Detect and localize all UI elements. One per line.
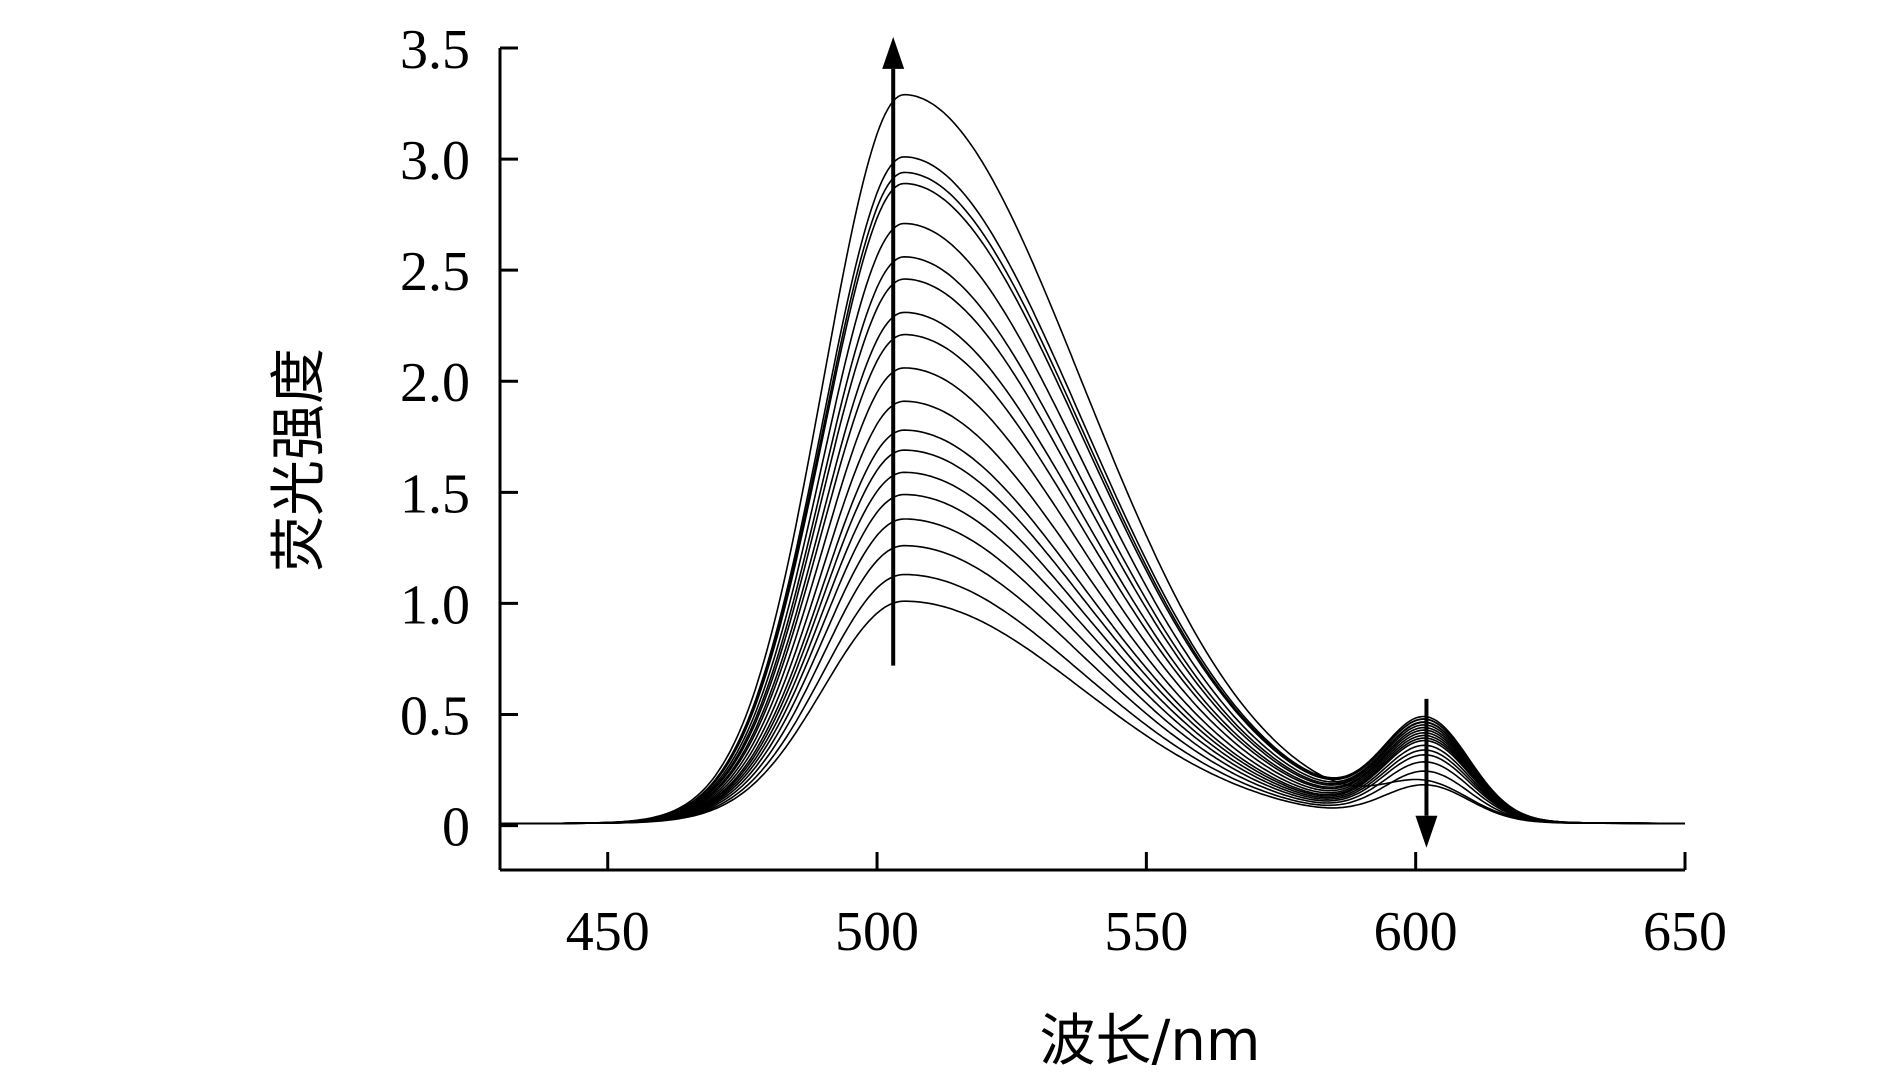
up-arrow-icon: [882, 36, 905, 69]
trend-arrows: [882, 36, 1438, 848]
y-tick-label: 3.0: [400, 130, 470, 192]
x-tick-label: 600: [1374, 901, 1458, 963]
x-tick-label: 550: [1104, 901, 1188, 963]
spectrum-series-line: [500, 544, 1685, 825]
y-tick-label: 1.5: [400, 463, 470, 525]
spectrum-series-line: [500, 222, 1685, 825]
y-ticks: 0 0.5 1.0 1.5 2.0 2.5 3.0 3.5: [400, 19, 518, 859]
spectrum-series-line: [500, 429, 1685, 825]
y-tick-label: 2.5: [400, 241, 470, 303]
y-tick-label: 3.5: [400, 19, 470, 81]
x-tick-label: 500: [835, 901, 919, 963]
spectrum-series-line: [500, 255, 1685, 825]
spectrum-series-line: [500, 171, 1685, 825]
x-axis-title: 波长/nm: [1040, 1009, 1261, 1074]
axes: [498, 48, 1685, 872]
x-tick-label: 450: [566, 901, 650, 963]
x-ticks: 450 500 550 600 650: [566, 852, 1727, 963]
spectrum-series-line: [500, 182, 1685, 825]
spectrum-series-line: [500, 278, 1685, 825]
spectrum-series-line: [500, 367, 1685, 825]
spectrum-series-line: [500, 471, 1685, 825]
spectrum-series-line: [500, 156, 1685, 825]
spectrum-series-line: [500, 600, 1685, 825]
spectrum-curves: [500, 93, 1685, 825]
y-tick-label: 0.5: [400, 685, 470, 747]
y-tick-label: 2.0: [400, 352, 470, 414]
down-arrow-icon: [1415, 815, 1438, 848]
y-axis-title: 荧光强度: [267, 348, 332, 572]
y-tick-label: 0: [442, 797, 470, 859]
spectrum-series-line: [500, 93, 1685, 825]
y-tick-label: 1.0: [400, 574, 470, 636]
x-tick-label: 650: [1643, 901, 1727, 963]
spectrum-series-line: [500, 573, 1685, 825]
spectrum-series-line: [500, 311, 1685, 825]
spectrum-series-line: [500, 400, 1685, 825]
spectrum-series-line: [500, 518, 1685, 825]
